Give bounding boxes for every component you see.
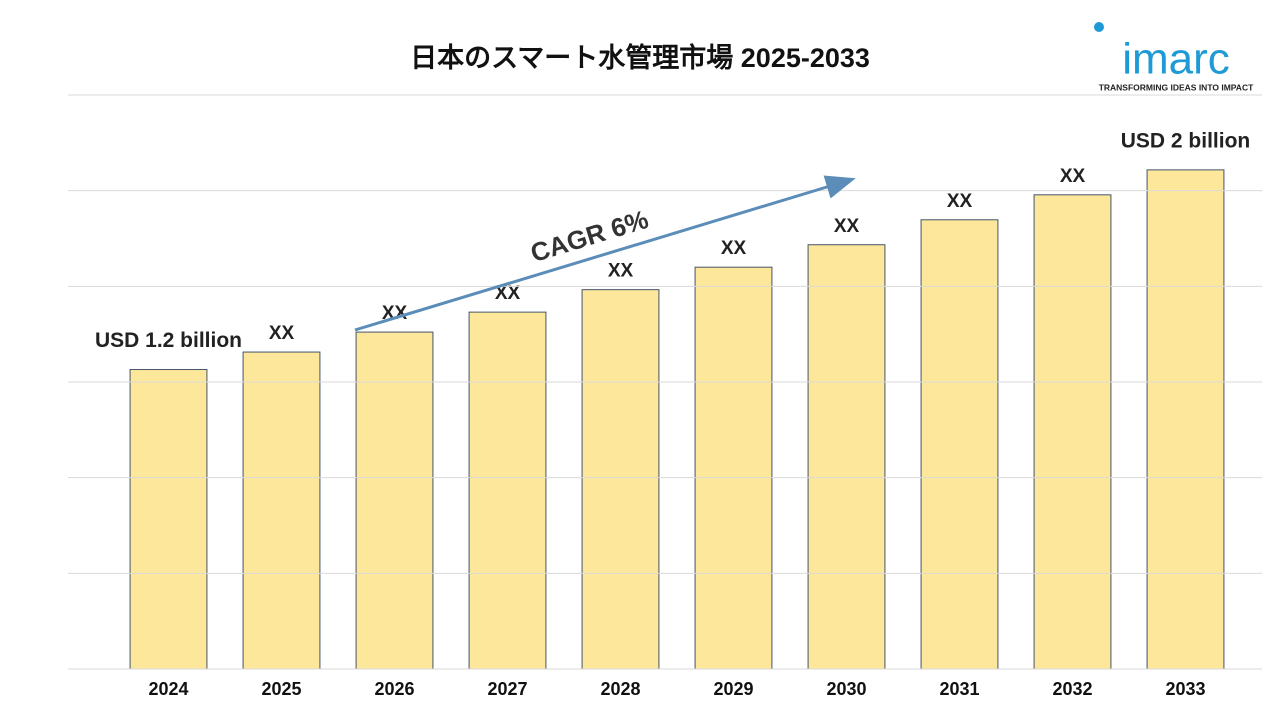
bar xyxy=(242,351,321,670)
x-tick-label: 2033 xyxy=(1165,679,1205,699)
x-tick-label: 2024 xyxy=(148,679,188,699)
x-tick-label: 2026 xyxy=(374,679,414,699)
value-label: XX xyxy=(495,283,521,304)
value-label: XX xyxy=(269,323,295,344)
x-tick-label: 2028 xyxy=(600,679,640,699)
bar xyxy=(920,219,999,670)
value-label: XX xyxy=(721,238,747,259)
logo-dot xyxy=(1094,22,1104,32)
value-label: USD 2 billion xyxy=(1121,129,1251,152)
bar xyxy=(807,244,886,670)
x-tick-label: 2032 xyxy=(1052,679,1092,699)
value-label: USD 1.2 billion xyxy=(95,329,242,352)
value-label: XX xyxy=(947,191,973,212)
x-tick-label: 2031 xyxy=(939,679,979,699)
chart-title: 日本のスマート水管理市場 2025-2033 xyxy=(410,42,870,73)
value-label: XX xyxy=(1060,166,1086,187)
bar xyxy=(129,369,208,670)
x-tick-label: 2030 xyxy=(826,679,866,699)
bar xyxy=(355,331,434,670)
value-label: XX xyxy=(608,261,634,282)
value-label: XX xyxy=(834,216,860,237)
logo-name: imarc xyxy=(1122,35,1230,84)
logo-tagline: TRANSFORMING IDEAS INTO IMPACT xyxy=(1099,82,1254,92)
bar xyxy=(1033,194,1112,670)
bar xyxy=(1146,169,1225,670)
bar xyxy=(468,311,547,670)
x-tick-label: 2025 xyxy=(261,679,301,699)
cagr-arrow xyxy=(354,175,856,332)
x-tick-label: 2029 xyxy=(713,679,753,699)
bar xyxy=(694,266,773,670)
bar xyxy=(581,289,660,670)
x-tick-label: 2027 xyxy=(487,679,527,699)
